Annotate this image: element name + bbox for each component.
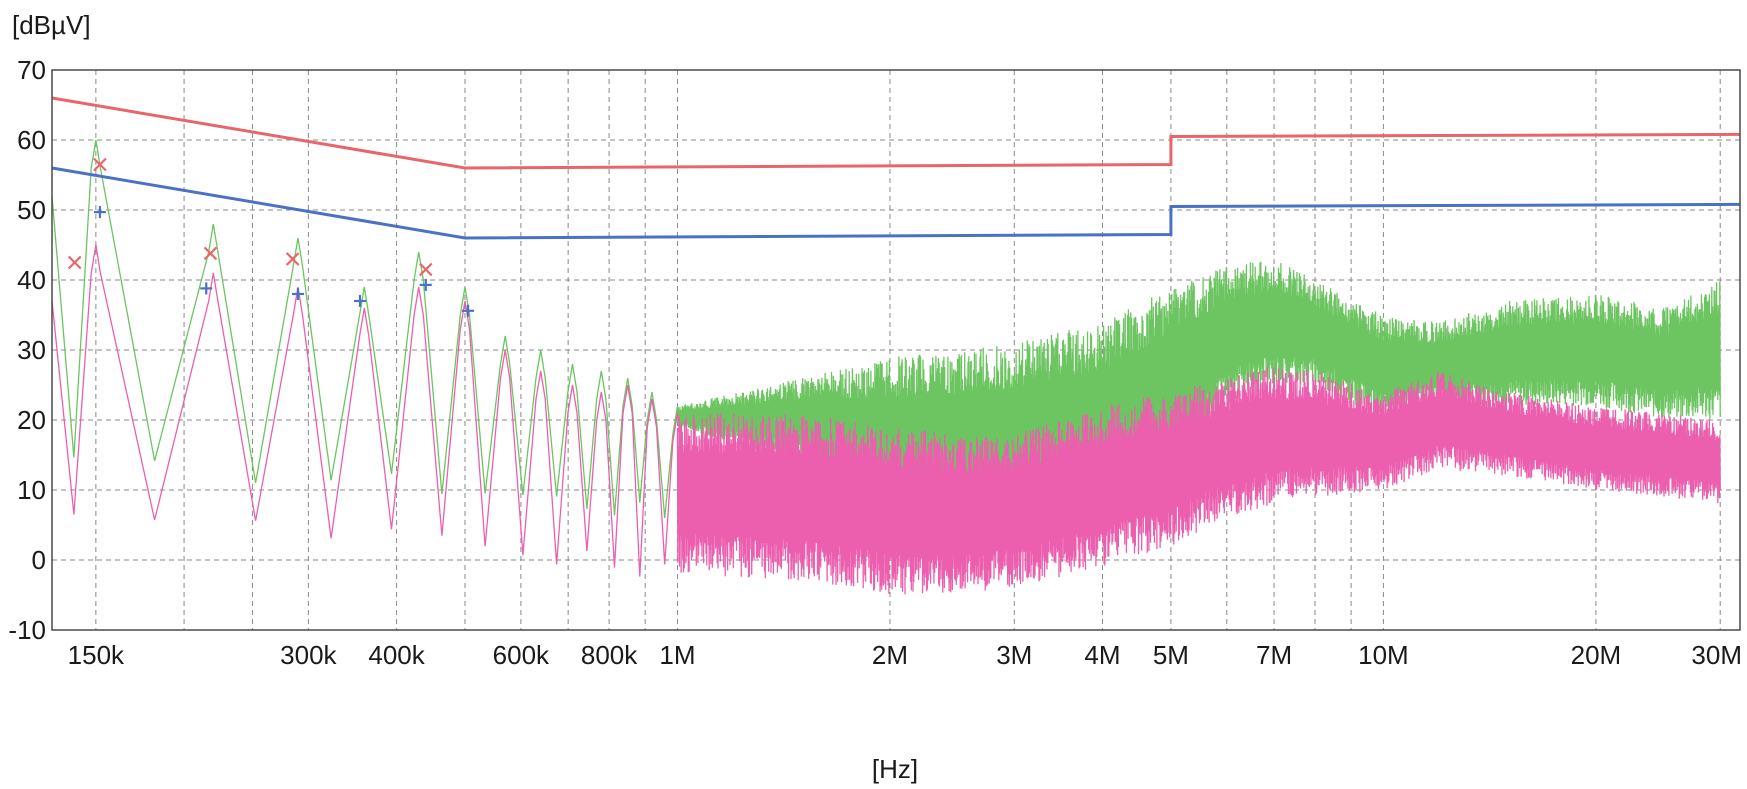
average-marker (462, 304, 475, 317)
x-tick-label: 1M (659, 640, 695, 670)
plot-frame (51, 69, 1741, 631)
quasi-peak-marker (203, 246, 218, 261)
x-tick-label: 4M (1084, 640, 1120, 670)
x-tick-label: 300k (280, 640, 337, 670)
x-tick-label: 600k (493, 640, 550, 670)
x-tick-label: 800k (581, 640, 638, 670)
x-tick-label: 2M (872, 640, 908, 670)
quasi-peak-marker (419, 262, 433, 277)
x-tick-label: 7M (1256, 640, 1292, 670)
x-tick-label: 5M (1153, 640, 1189, 670)
average-marker (419, 278, 432, 291)
average-marker (353, 295, 366, 307)
average-emission-trace (51, 244, 1721, 595)
x-axis-unit-label: [Hz] (872, 754, 918, 784)
x-tick-label: 400k (368, 640, 425, 670)
average-marker (93, 206, 106, 219)
measurement-markers (67, 157, 475, 317)
y-tick-label: 30 (17, 335, 46, 365)
y-tick-label: -10 (8, 615, 46, 645)
average-marker (291, 288, 304, 300)
y-tick-label: 10 (17, 475, 46, 505)
x-tick-label: 20M (1571, 640, 1622, 670)
x-tick-labels: 150k 300k 400k 600k 800k 1M 2M 3M 4M 5M 7M 10M 20M 30… (68, 640, 1742, 670)
y-tick-label: 50 (17, 195, 46, 225)
y-tick-label: 60 (17, 125, 46, 155)
y-axis-unit-label: [dBµV] (12, 10, 91, 40)
y-tick-label: 20 (17, 405, 46, 435)
x-tick-label: 30M (1691, 640, 1742, 670)
x-tick-label: 150k (68, 640, 125, 670)
y-tick-label: 70 (17, 55, 46, 85)
average-marker (200, 282, 213, 295)
x-tick-label: 10M (1358, 640, 1409, 670)
quasi-peak-limit-line (51, 96, 1741, 170)
quasi-peak-marker (285, 252, 300, 266)
plot-area (51, 96, 1741, 595)
y-tick-label: 40 (17, 265, 46, 295)
x-tick-label: 3M (996, 640, 1032, 670)
quasi-peak-marker (67, 255, 82, 270)
y-tick-label: 0 (32, 545, 46, 575)
y-tick-labels: 70 60 50 40 30 20 10 0 -10 (8, 55, 46, 645)
quasi-peak-marker (93, 157, 107, 172)
average-limit-line (51, 166, 1741, 240)
